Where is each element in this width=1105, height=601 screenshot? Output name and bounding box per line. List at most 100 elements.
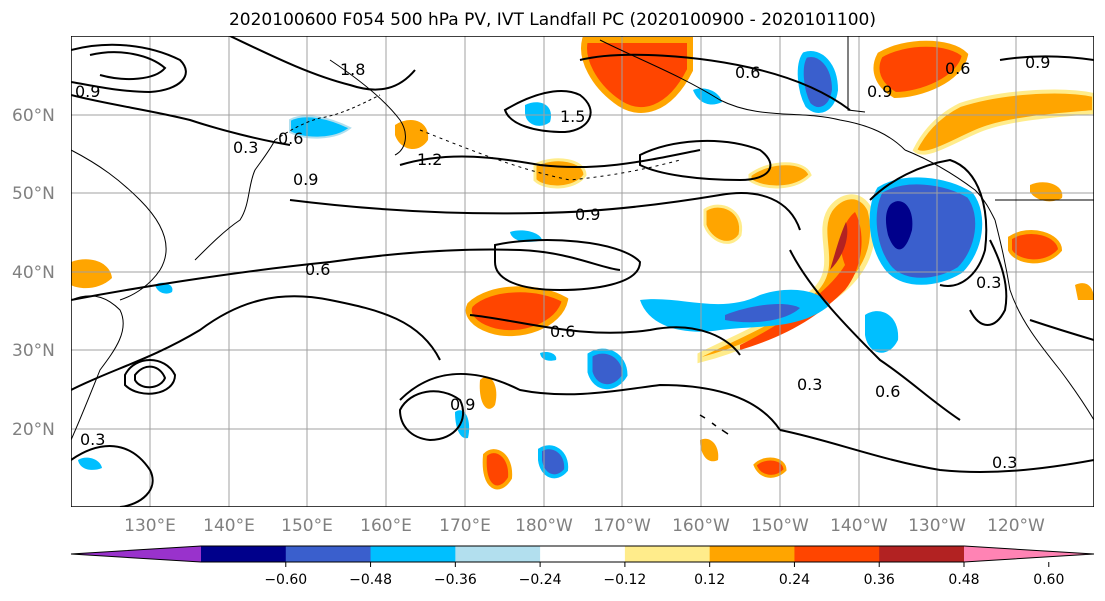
contour-label: 0.6 [735, 63, 760, 82]
bc-coast [904, 149, 996, 221]
contour-label: 0.3 [80, 430, 105, 449]
lat-label: 40°N [12, 263, 55, 283]
contour-labels: 0.6 0.9 0.6 0.6 1.5 1.2 0.9 0.3 0.6 1.8 … [75, 53, 1050, 472]
contour-0-6-loop [494, 239, 642, 292]
colorbar-tick-label: 0.48 [948, 572, 979, 588]
contour-0-3-west [71, 295, 441, 391]
ivt-positive-mid [465, 286, 569, 337]
lat-label: 20°N [12, 420, 55, 440]
contour-0-6-top [579, 53, 851, 111]
contour-1-2-nw [71, 43, 187, 94]
contour-1-5-nw [89, 51, 167, 80]
ivt-negative-mid [640, 289, 830, 332]
colorbar-tick-label: 0.12 [694, 572, 725, 588]
colorbar-segment [285, 546, 372, 562]
contour-0-3-japan-loop [124, 359, 177, 395]
contour-label: 0.9 [293, 170, 318, 189]
colorbar: −0.60 −0.48 −0.36 −0.24 −0.12 0.12 0.24 0.36 0.4… [70, 545, 1095, 588]
contour-0-6-main [71, 248, 621, 301]
colorbar-segment [709, 546, 795, 562]
ivt-positive-small4 [1008, 230, 1063, 264]
us-west-coast [994, 219, 1094, 421]
colorbar-tick-label: −0.24 [519, 572, 562, 588]
lon-label: 140°W [830, 516, 888, 536]
asia-coast [71, 295, 124, 441]
contour-label: 0.6 [305, 260, 330, 279]
colorbar-tick-label: −0.60 [264, 572, 307, 588]
ivt-negative-s2 [538, 445, 569, 479]
hawaii-islands [699, 414, 729, 435]
contour-label: 0.3 [976, 273, 1001, 292]
coastlines [71, 36, 1094, 441]
colorbar-segment [201, 546, 287, 562]
map-title: 2020100600 F054 500 hPa PV, IVT Landfall… [228, 10, 876, 30]
contour-label: 1.5 [560, 107, 585, 126]
lon-label: 130°E [124, 516, 176, 536]
contour-label: 1.2 [417, 150, 442, 169]
lon-label: 160°E [360, 516, 412, 536]
ivt-positive-coast [912, 89, 1094, 155]
ivt-negative-top [797, 51, 839, 113]
contour-label: 1.8 [340, 60, 365, 79]
lon-label: 140°E [203, 516, 255, 536]
ivt-positive-small10 [753, 457, 787, 478]
ivt-negative-ne-core [885, 201, 913, 250]
ivt-positive-west [71, 259, 112, 289]
colorbar-segment [370, 546, 456, 562]
contour-label: 0.9 [75, 82, 100, 101]
colorbar-segment [794, 546, 880, 562]
ivt-negative-s3 [865, 311, 899, 353]
ivt-positive-small5 [479, 376, 497, 409]
contour-0-6-japan-loop [134, 365, 167, 389]
alaska-interior-border [847, 36, 866, 113]
contour-label: 0.9 [1025, 53, 1050, 72]
colorbar-extend-low [71, 546, 201, 562]
ivt-positive-small1 [533, 158, 587, 189]
contour-label: 0.3 [992, 453, 1017, 472]
contour-1-2-ring [639, 139, 772, 182]
ivt-positive-plume-core [740, 212, 862, 350]
japan [194, 139, 276, 261]
contour-label: 0.6 [550, 322, 575, 341]
ivt-positive-small11 [1075, 283, 1094, 300]
colorbar-segment [455, 546, 541, 562]
ivt-negative-s10 [155, 282, 173, 294]
lon-label: 180°W [515, 516, 573, 536]
lat-label: 30°N [12, 341, 55, 361]
gridlines [71, 36, 1094, 507]
contour-0-3-se [1029, 319, 1094, 341]
colorbar-segment [624, 546, 711, 562]
lat-label: 60°N [12, 106, 55, 126]
ivt-negative-s6 [693, 88, 722, 105]
colorbar-segment [540, 546, 626, 562]
colorbar-segment [879, 546, 965, 562]
contour-0-6-southwest [71, 445, 154, 507]
lon-label: 150°E [281, 516, 333, 536]
contour-label: 0.6 [945, 59, 970, 78]
ivt-negative-s1 [587, 348, 628, 390]
ivt-negative-s9 [78, 457, 102, 470]
lon-label: 120°W [987, 516, 1045, 536]
ivt-positive-ne [873, 40, 969, 99]
colorbar-tick-label: −0.48 [349, 572, 392, 588]
contour-0-3-south [779, 429, 1094, 473]
contour-0-9-ne [999, 55, 1094, 61]
ivt-negative-mid-core [725, 304, 800, 323]
contour-0-6-east [789, 249, 961, 421]
colorbar-tick-label: 0.60 [1033, 572, 1064, 588]
ivt-positive-small3 [703, 204, 743, 244]
contour-0-9-east [869, 158, 988, 287]
colorbar-tick-label: −0.36 [434, 572, 477, 588]
contour-label: 0.9 [867, 82, 892, 101]
lon-label: 150°W [751, 516, 809, 536]
kuril-chain [274, 94, 381, 141]
contour-label: 0.9 [450, 395, 475, 414]
ivt-positive-small8 [1030, 182, 1063, 202]
ivt-positive-small6 [482, 449, 513, 490]
pv-contours [71, 36, 1094, 507]
alaska-coast [599, 39, 906, 151]
aleutian-chain [419, 129, 681, 181]
ivt-shading [71, 37, 1094, 490]
map-area: 0.6 0.9 0.6 0.6 1.5 1.2 0.9 0.3 0.6 1.8 … [71, 36, 1094, 507]
ivt-positive-plume-max [830, 222, 848, 270]
